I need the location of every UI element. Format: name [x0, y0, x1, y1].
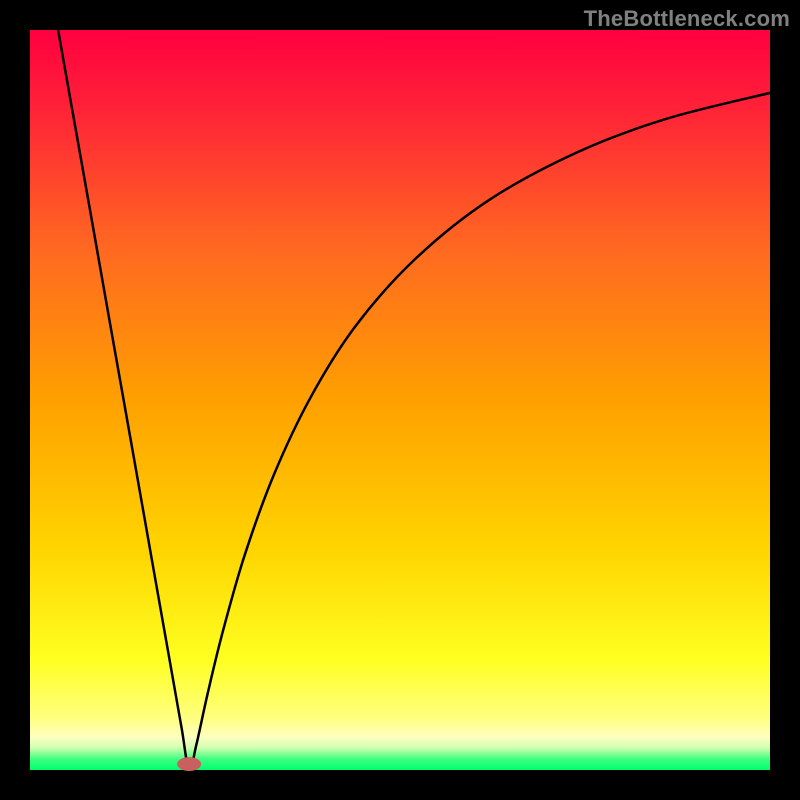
optimum-marker [177, 757, 201, 771]
chart-container: TheBottleneck.com [0, 0, 800, 800]
watermark-text: TheBottleneck.com [584, 6, 790, 32]
bottleneck-chart [0, 0, 800, 800]
plot-background [30, 30, 770, 770]
